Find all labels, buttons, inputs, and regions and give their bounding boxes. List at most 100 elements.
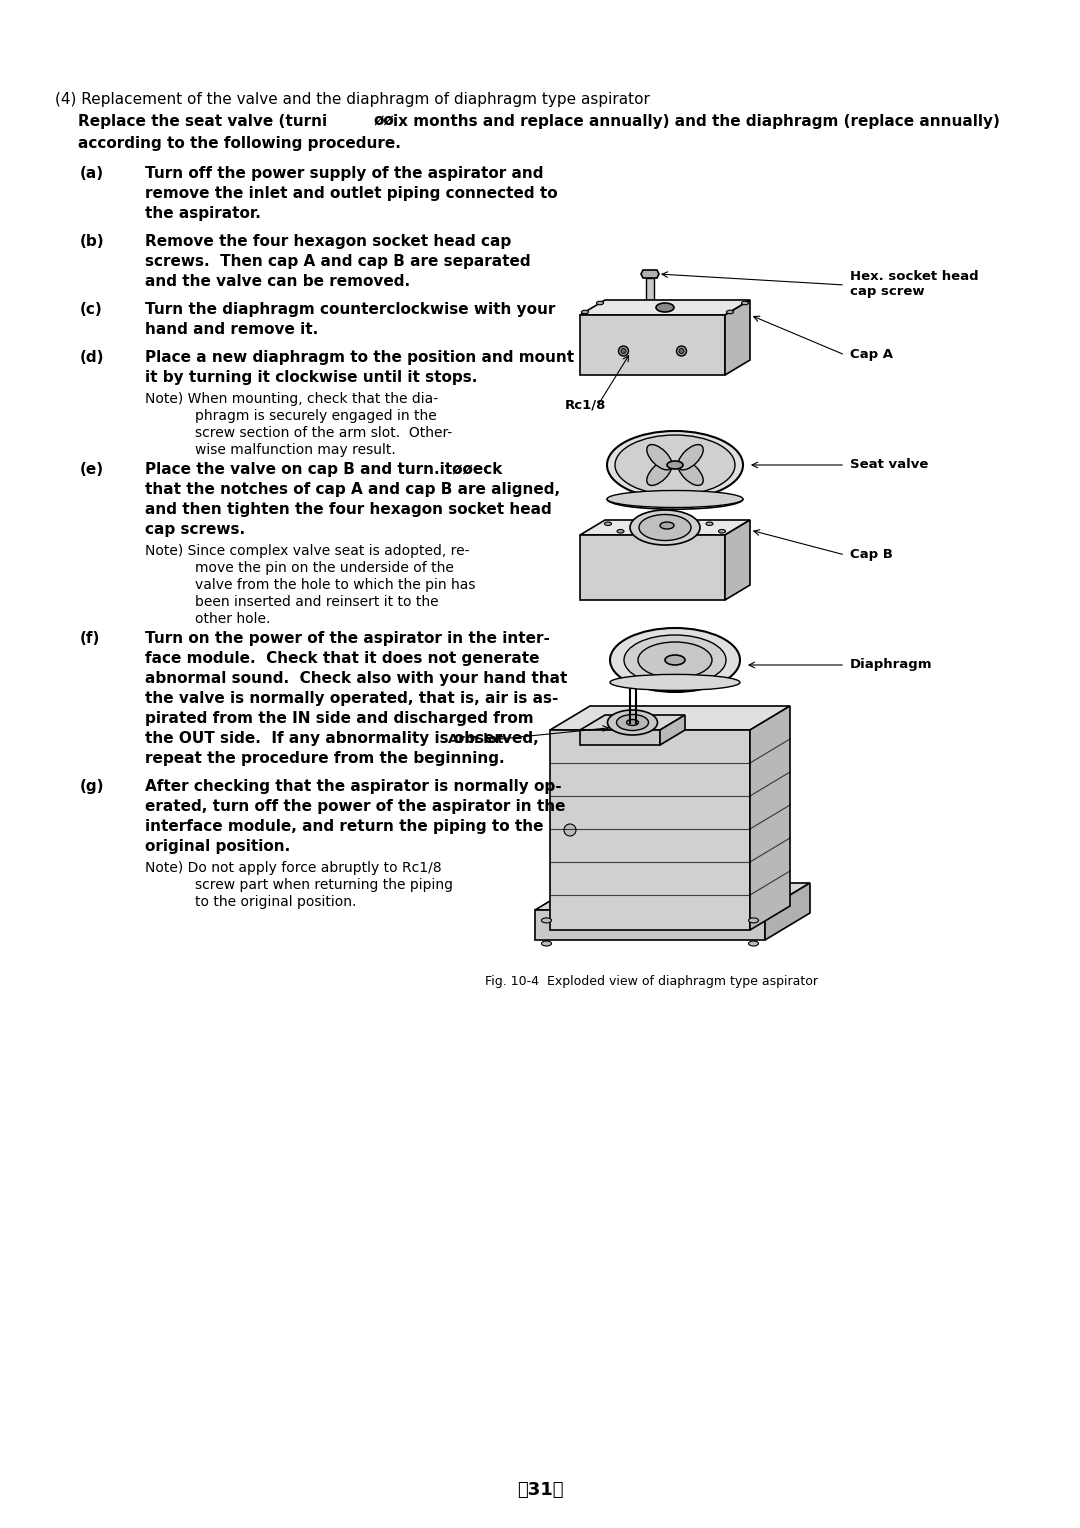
Text: (f): (f) <box>80 631 100 646</box>
Text: the OUT side.  If any abnormality is observed,: the OUT side. If any abnormality is obse… <box>145 730 539 746</box>
Text: Fig. 10-4  Exploded view of diaphragm type aspirator: Fig. 10-4 Exploded view of diaphragm typ… <box>485 975 818 989</box>
Text: Place a new diaphragm to the position and mount: Place a new diaphragm to the position an… <box>145 350 575 365</box>
Ellipse shape <box>617 530 624 533</box>
Ellipse shape <box>596 301 604 304</box>
Text: (e): (e) <box>80 461 104 477</box>
Ellipse shape <box>607 490 743 507</box>
Text: screw part when returning the piping: screw part when returning the piping <box>195 879 453 892</box>
Ellipse shape <box>748 941 758 946</box>
Text: (b): (b) <box>80 234 105 249</box>
Text: Cap A: Cap A <box>850 348 893 361</box>
Polygon shape <box>642 270 659 278</box>
Polygon shape <box>580 299 750 315</box>
Ellipse shape <box>667 461 683 469</box>
Polygon shape <box>580 730 660 746</box>
Text: (a): (a) <box>80 167 104 180</box>
Text: (d): (d) <box>80 350 105 365</box>
Ellipse shape <box>727 310 733 313</box>
Ellipse shape <box>648 312 652 313</box>
Text: (c): (c) <box>80 303 103 316</box>
Ellipse shape <box>541 918 552 923</box>
Polygon shape <box>765 883 810 940</box>
Ellipse shape <box>610 674 740 691</box>
Text: abnormal sound.  Check also with your hand that: abnormal sound. Check also with your han… <box>145 671 567 686</box>
Ellipse shape <box>678 460 703 486</box>
Polygon shape <box>725 520 750 601</box>
Polygon shape <box>535 911 765 940</box>
Text: the valve is normally operated, that is, air is as-: the valve is normally operated, that is,… <box>145 691 558 706</box>
Text: cap screw: cap screw <box>850 286 924 298</box>
Ellipse shape <box>607 711 658 735</box>
Text: Turn off the power supply of the aspirator and: Turn off the power supply of the aspirat… <box>145 167 543 180</box>
Text: Seat valve: Seat valve <box>850 458 929 471</box>
Text: Note) When mounting, check that the dia-: Note) When mounting, check that the dia- <box>145 393 438 406</box>
Text: Replace the seat valve (turni: Replace the seat valve (turni <box>78 115 327 128</box>
Text: hand and remove it.: hand and remove it. <box>145 322 319 338</box>
Text: been inserted and reinsert it to the: been inserted and reinsert it to the <box>195 594 438 610</box>
Text: face module.  Check that it does not generate: face module. Check that it does not gene… <box>145 651 540 666</box>
Text: Turn the diaphragm counterclockwise with your: Turn the diaphragm counterclockwise with… <box>145 303 555 316</box>
Text: Arm lot: Arm lot <box>448 733 503 746</box>
Text: cap screws.: cap screws. <box>145 523 245 536</box>
Text: Place the valve on cap B and turn.itøøeck: Place the valve on cap B and turn.itøøec… <box>145 461 502 477</box>
Ellipse shape <box>541 941 552 946</box>
Text: other hole.: other hole. <box>195 613 270 626</box>
Ellipse shape <box>605 523 611 526</box>
Text: and then tighten the four hexagon socket head: and then tighten the four hexagon socket… <box>145 503 552 516</box>
Text: øø: øø <box>373 115 394 128</box>
Text: Turn on the power of the aspirator in the inter-: Turn on the power of the aspirator in th… <box>145 631 550 646</box>
Ellipse shape <box>647 460 672 486</box>
Polygon shape <box>535 883 810 911</box>
Text: screws.  Then cap A and cap B are separated: screws. Then cap A and cap B are separat… <box>145 254 530 269</box>
Text: repeat the procedure from the beginning.: repeat the procedure from the beginning. <box>145 750 504 766</box>
Ellipse shape <box>564 824 576 836</box>
Polygon shape <box>580 315 725 374</box>
Text: interface module, and return the piping to the: interface module, and return the piping … <box>145 819 543 834</box>
Ellipse shape <box>660 523 674 529</box>
Text: Note) Since complex valve seat is adopted, re-: Note) Since complex valve seat is adopte… <box>145 544 470 558</box>
Polygon shape <box>580 535 725 601</box>
Ellipse shape <box>742 301 748 304</box>
Text: (g): (g) <box>80 779 105 795</box>
Text: valve from the hole to which the pin has: valve from the hole to which the pin has <box>195 578 475 591</box>
Text: according to the following procedure.: according to the following procedure. <box>78 136 401 151</box>
Text: to the original position.: to the original position. <box>195 895 356 909</box>
Polygon shape <box>550 730 750 931</box>
Ellipse shape <box>626 720 638 726</box>
Text: ix months and replace annually) and the diaphragm (replace annually): ix months and replace annually) and the … <box>393 115 1000 128</box>
Ellipse shape <box>678 445 703 471</box>
Text: Note) Do not apply force abruptly to Rc1/8: Note) Do not apply force abruptly to Rc1… <box>145 860 442 876</box>
Polygon shape <box>550 706 789 730</box>
Ellipse shape <box>610 628 740 692</box>
Ellipse shape <box>647 445 672 471</box>
Polygon shape <box>580 520 750 535</box>
Ellipse shape <box>607 431 743 500</box>
Polygon shape <box>725 299 750 374</box>
Polygon shape <box>750 706 789 931</box>
Ellipse shape <box>748 918 758 923</box>
Text: wise malfunction may result.: wise malfunction may result. <box>195 443 395 457</box>
Text: ܱ31ܱ: ܱ31ܱ <box>516 1481 564 1499</box>
Text: Diaphragm: Diaphragm <box>850 659 932 671</box>
Text: phragm is securely engaged in the: phragm is securely engaged in the <box>195 410 436 423</box>
Text: it by turning it clockwise until it stops.: it by turning it clockwise until it stop… <box>145 370 477 385</box>
Text: Hex. socket head: Hex. socket head <box>850 270 978 283</box>
Ellipse shape <box>656 303 674 312</box>
Polygon shape <box>646 278 654 310</box>
Ellipse shape <box>676 345 687 356</box>
Polygon shape <box>580 715 685 730</box>
Text: pirated from the IN side and discharged from: pirated from the IN side and discharged … <box>145 711 534 726</box>
Text: After checking that the aspirator is normally op-: After checking that the aspirator is nor… <box>145 779 562 795</box>
Ellipse shape <box>679 348 684 353</box>
Ellipse shape <box>718 530 726 533</box>
Text: move the pin on the underside of the: move the pin on the underside of the <box>195 561 454 575</box>
Text: Rc1/8: Rc1/8 <box>565 397 606 411</box>
Text: the aspirator.: the aspirator. <box>145 206 261 222</box>
Ellipse shape <box>621 348 626 353</box>
Ellipse shape <box>624 636 726 685</box>
Polygon shape <box>660 715 685 746</box>
Ellipse shape <box>615 435 735 495</box>
Ellipse shape <box>644 310 656 315</box>
Text: original position.: original position. <box>145 839 291 854</box>
Ellipse shape <box>630 510 700 545</box>
